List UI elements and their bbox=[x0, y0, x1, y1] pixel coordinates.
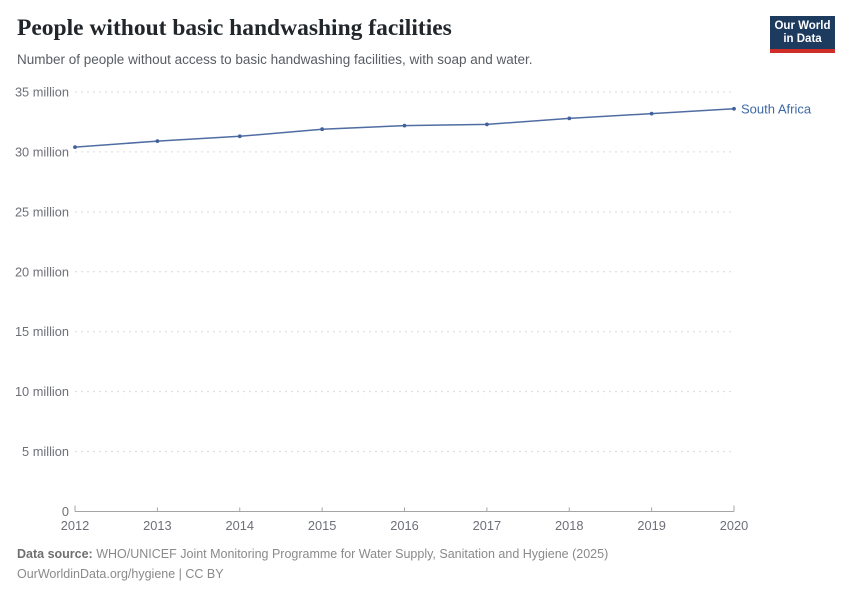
page-title: People without basic handwashing facilit… bbox=[17, 15, 452, 41]
data-point[interactable] bbox=[237, 134, 242, 139]
x-axis-tick-label: 2012 bbox=[61, 518, 89, 533]
data-point[interactable] bbox=[73, 145, 77, 150]
data-source-label: Data source: bbox=[17, 547, 93, 561]
chart-subtitle: Number of people without access to basic… bbox=[17, 52, 533, 67]
y-axis-tick-label: 20 million bbox=[15, 264, 69, 279]
logo-line-1: Our World bbox=[774, 19, 831, 32]
attribution-link[interactable]: OurWorldinData.org/hygiene | CC BY bbox=[17, 566, 224, 581]
y-axis-tick-label: 5 million bbox=[22, 444, 69, 459]
data-point[interactable] bbox=[567, 116, 572, 121]
x-axis-tick-label: 2019 bbox=[637, 518, 665, 533]
data-point[interactable] bbox=[155, 139, 160, 144]
data-point[interactable] bbox=[402, 123, 407, 128]
series-end-label[interactable]: South Africa bbox=[741, 101, 812, 116]
x-axis-tick-label: 2015 bbox=[308, 518, 336, 533]
data-source-line: Data source: WHO/UNICEF Joint Monitoring… bbox=[17, 545, 797, 565]
data-point[interactable] bbox=[732, 106, 736, 111]
chart-footer: Data source: WHO/UNICEF Joint Monitoring… bbox=[17, 545, 797, 584]
logo-line-2: in Data bbox=[783, 32, 822, 45]
data-source-text: WHO/UNICEF Joint Monitoring Programme fo… bbox=[96, 547, 609, 561]
y-axis-tick-label: 35 million bbox=[15, 85, 69, 100]
y-axis-tick-label: 30 million bbox=[15, 144, 69, 159]
y-axis-tick-label: 10 million bbox=[15, 384, 69, 399]
data-point[interactable] bbox=[485, 122, 489, 127]
x-axis-tick-label: 2017 bbox=[473, 518, 501, 533]
x-axis-tick-label: 2014 bbox=[226, 518, 254, 533]
x-axis-tick-label: 2020 bbox=[720, 518, 748, 533]
y-axis-tick-label: 25 million bbox=[15, 204, 69, 219]
y-axis-tick-label: 15 million bbox=[15, 324, 69, 339]
x-axis-tick-label: 2016 bbox=[390, 518, 418, 533]
x-axis-tick-label: 2018 bbox=[555, 518, 583, 533]
owid-logo[interactable]: Our World in Data bbox=[770, 16, 835, 53]
data-point[interactable] bbox=[320, 127, 324, 132]
x-axis-tick-label: 2013 bbox=[143, 518, 171, 533]
data-point[interactable] bbox=[649, 111, 654, 116]
y-axis-tick-label: 0 bbox=[62, 504, 69, 519]
series-line[interactable] bbox=[74, 108, 735, 148]
